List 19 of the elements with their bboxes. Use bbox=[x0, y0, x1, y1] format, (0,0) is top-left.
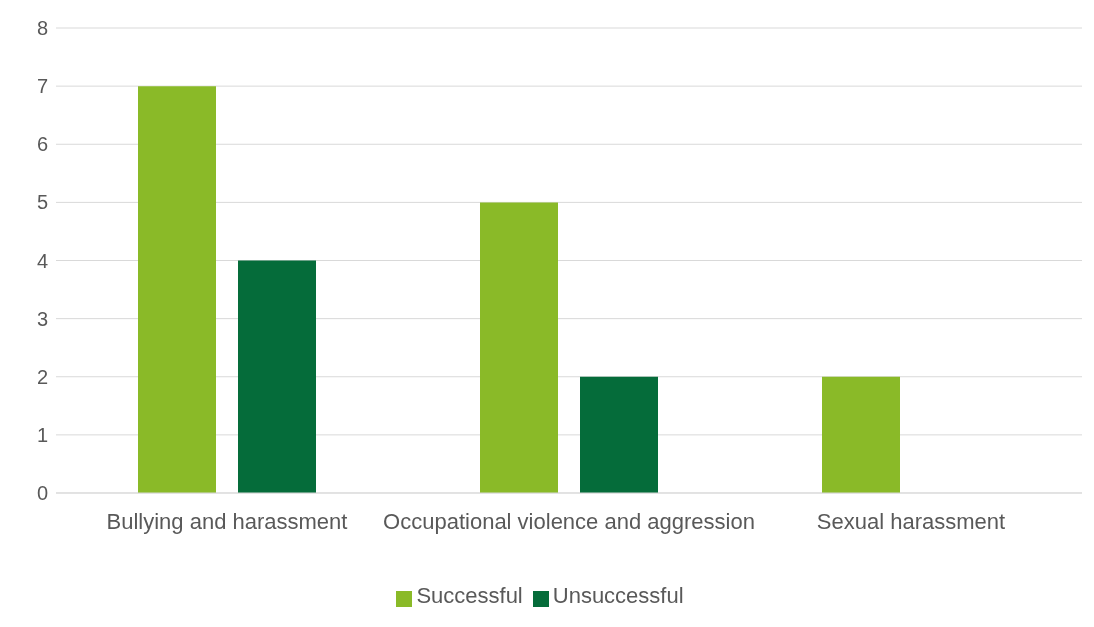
y-tick-label: 1 bbox=[36, 423, 48, 446]
y-tick-label: 5 bbox=[36, 191, 48, 214]
y-tick-label: 6 bbox=[36, 133, 48, 156]
y-tick-label: 4 bbox=[36, 249, 48, 272]
bar bbox=[480, 202, 558, 493]
y-tick-label: 0 bbox=[36, 482, 48, 505]
y-tick-label: 7 bbox=[36, 75, 48, 98]
bar bbox=[580, 376, 658, 493]
bar bbox=[238, 260, 316, 493]
x-tick-label: Sexual harassment bbox=[816, 508, 1006, 534]
bar bbox=[822, 376, 900, 493]
y-tick-label: 8 bbox=[36, 17, 48, 40]
legend-label: Unsuccessful bbox=[552, 583, 684, 608]
y-tick-label: 3 bbox=[36, 307, 48, 330]
legend-label: Successful bbox=[416, 583, 523, 608]
y-tick-label: 2 bbox=[36, 365, 48, 388]
x-tick-label: Bullying and harassment bbox=[106, 508, 348, 534]
bar bbox=[138, 86, 216, 493]
x-tick-label: Occupational violence and aggression bbox=[383, 508, 755, 534]
